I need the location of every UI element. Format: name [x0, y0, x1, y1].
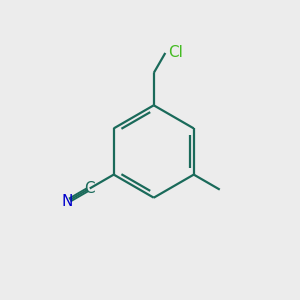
Text: N: N: [61, 194, 73, 209]
Text: Cl: Cl: [168, 46, 183, 61]
Text: C: C: [84, 181, 95, 196]
